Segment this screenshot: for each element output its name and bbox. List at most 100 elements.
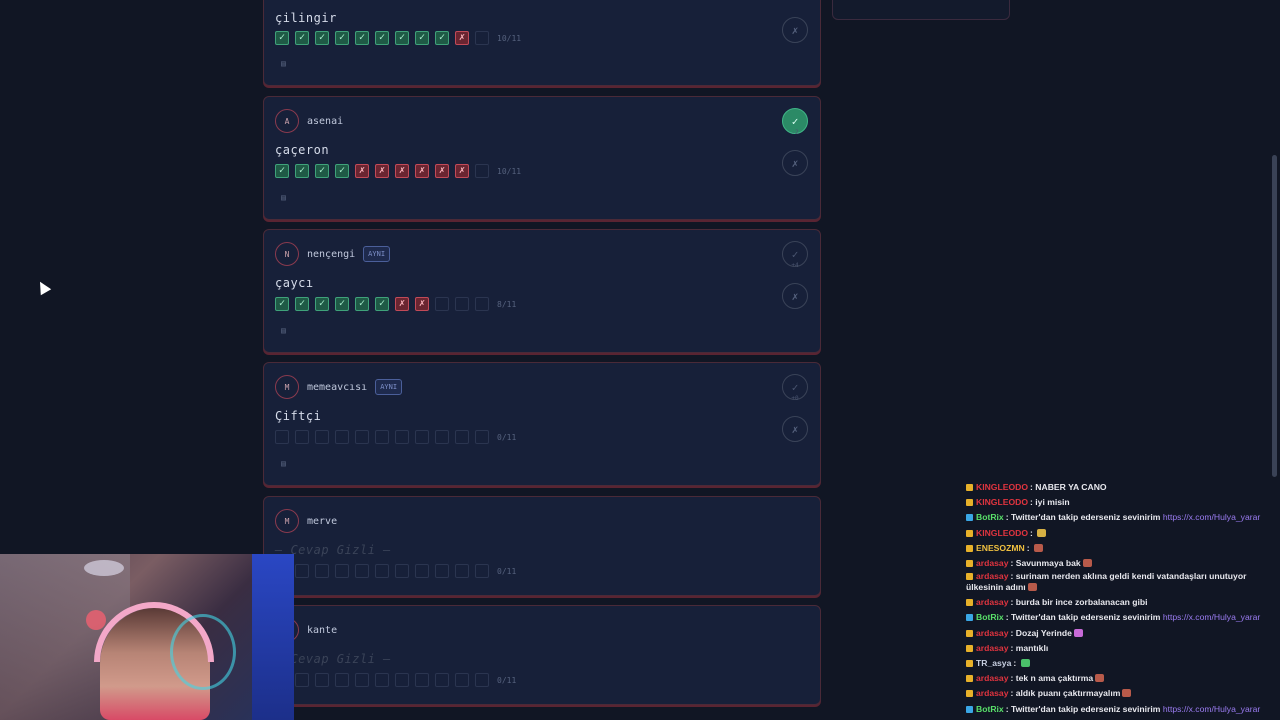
user-badge-icon	[966, 660, 973, 668]
empty-vote-box	[395, 673, 409, 687]
chat-username[interactable]: KINGLEODO	[976, 497, 1029, 508]
cross-icon: ✗	[455, 164, 469, 178]
chat-username[interactable]: ardasay	[976, 597, 1009, 608]
chat-username[interactable]: BotRix	[976, 512, 1004, 523]
empty-vote-box	[335, 430, 349, 444]
answer-word: Çiftçi	[275, 409, 322, 423]
answer-word: çaycı	[275, 276, 314, 290]
empty-vote-box	[395, 564, 409, 578]
chat-username[interactable]: TR_asya	[976, 658, 1012, 669]
chat-username[interactable]: BotRix	[976, 612, 1004, 623]
answer-card-cilingir: çilingir✓✓✓✓✓✓✓✓✓✗10/11▤+8✗	[263, 0, 821, 86]
player-name: merve	[307, 515, 338, 527]
check-icon: ✓	[315, 164, 329, 178]
chat-text: Twitter'dan takip ederseniz sevinirim	[1010, 612, 1161, 623]
cross-icon: ✗	[375, 164, 389, 178]
notes-icon[interactable]: ▤	[281, 326, 286, 335]
empty-vote-box	[455, 430, 469, 444]
approve-button[interactable]: ✓	[782, 241, 808, 267]
empty-vote-box	[475, 31, 489, 45]
chat-link[interactable]: https://x.com/Hulya_yarar	[1162, 612, 1261, 623]
chat-username[interactable]: ardasay	[976, 673, 1009, 684]
approve-button[interactable]: ✓	[782, 108, 808, 134]
check-icon: ✓	[435, 31, 449, 45]
notes-icon[interactable]: ▤	[281, 59, 286, 68]
chat-username[interactable]: ENESOZMN	[976, 542, 1025, 553]
score-delta: +0	[791, 395, 799, 402]
vote-boxes: ✓ ✓ ✓ ✓ ✗ ✗ ✗ ✗ ✗ ✗ 10/11	[275, 164, 521, 178]
chat-username[interactable]: ardasay	[976, 627, 1009, 638]
ceiling-lamp	[84, 560, 124, 576]
empty-vote-box	[435, 564, 449, 578]
emote-icon	[1082, 559, 1092, 568]
avatar: M	[275, 375, 299, 399]
vote-count: 10/11	[497, 33, 522, 43]
vote-count: 0/11	[497, 432, 517, 442]
notes-icon[interactable]: ▤	[281, 193, 286, 202]
page-scrollbar[interactable]	[1272, 155, 1277, 477]
check-icon: ✓	[295, 297, 309, 311]
chat-message: ardasay: surinam nerden aklına geldi ken…	[966, 571, 1247, 593]
reject-button[interactable]: ✗	[782, 150, 808, 176]
chat-username[interactable]: ardasay	[976, 642, 1009, 653]
approve-button[interactable]: ✓	[782, 374, 808, 400]
answer-word: çaçeron	[275, 143, 330, 157]
chat-username[interactable]: KINGLEODO	[976, 527, 1029, 538]
notes-icon[interactable]: ▤	[281, 459, 286, 468]
score-delta: -2	[791, 129, 799, 136]
chat-username[interactable]: ardasay	[976, 571, 1009, 582]
check-icon: ✓	[315, 297, 329, 311]
reject-button[interactable]: ✗	[782, 17, 808, 43]
player-name: memeavcısı	[307, 381, 368, 393]
emote-icon	[1020, 659, 1030, 668]
chat-message: TR_asya:	[966, 656, 1272, 671]
avatar: N	[275, 242, 299, 266]
side-panel	[832, 0, 1010, 20]
empty-vote-box	[415, 564, 429, 578]
user-badge-icon	[966, 529, 973, 537]
chat-message: ardasay: mantıklı	[966, 641, 1272, 656]
check-icon: ✓	[335, 164, 349, 178]
check-icon: ✓	[395, 31, 409, 45]
empty-vote-box	[355, 564, 369, 578]
emote-icon	[1073, 628, 1083, 637]
empty-vote-box	[435, 297, 449, 311]
empty-vote-box	[475, 430, 489, 444]
chat-username[interactable]: KINGLEODO	[976, 482, 1029, 492]
reject-button[interactable]: ✗	[782, 416, 808, 442]
check-icon: ✓	[295, 31, 309, 45]
empty-vote-box	[275, 430, 289, 444]
check-icon: ✓	[275, 164, 289, 178]
chat-text: Twitter'dan takip ederseniz sevinirim	[1010, 512, 1161, 523]
empty-vote-box	[295, 673, 309, 687]
emote-icon	[1122, 689, 1132, 698]
emote-icon	[1033, 543, 1043, 552]
chat-link[interactable]: https://x.com/Hulya_yarar	[1162, 703, 1261, 714]
same-answer-badge: AYNI	[375, 379, 403, 395]
user-badge-icon	[966, 573, 973, 581]
check-icon: ✓	[335, 31, 349, 45]
player-name: asenai	[307, 115, 344, 127]
empty-vote-box	[355, 430, 369, 444]
chat-text: tek n ama çaktırma	[1015, 673, 1094, 684]
vote-boxes: 0/11	[275, 564, 516, 578]
check-icon: ✓	[315, 31, 329, 45]
chat-link[interactable]: https://x.com/Hulya_yarar	[1162, 512, 1261, 523]
empty-vote-box	[375, 564, 389, 578]
score-delta: +4	[791, 262, 799, 269]
empty-vote-box	[375, 430, 389, 444]
check-icon: ✓	[415, 31, 429, 45]
reject-button[interactable]: ✗	[782, 283, 808, 309]
user-badge-icon	[966, 544, 973, 552]
chat-username[interactable]: BotRix	[976, 703, 1004, 714]
empty-vote-box	[455, 673, 469, 687]
chat-username[interactable]: ardasay	[976, 558, 1009, 569]
user-badge-icon	[966, 499, 973, 507]
empty-vote-box	[475, 673, 489, 687]
chat-username[interactable]: ardasay	[976, 688, 1009, 699]
user-badge-icon	[966, 560, 973, 568]
vote-count: 8/11	[497, 299, 517, 309]
